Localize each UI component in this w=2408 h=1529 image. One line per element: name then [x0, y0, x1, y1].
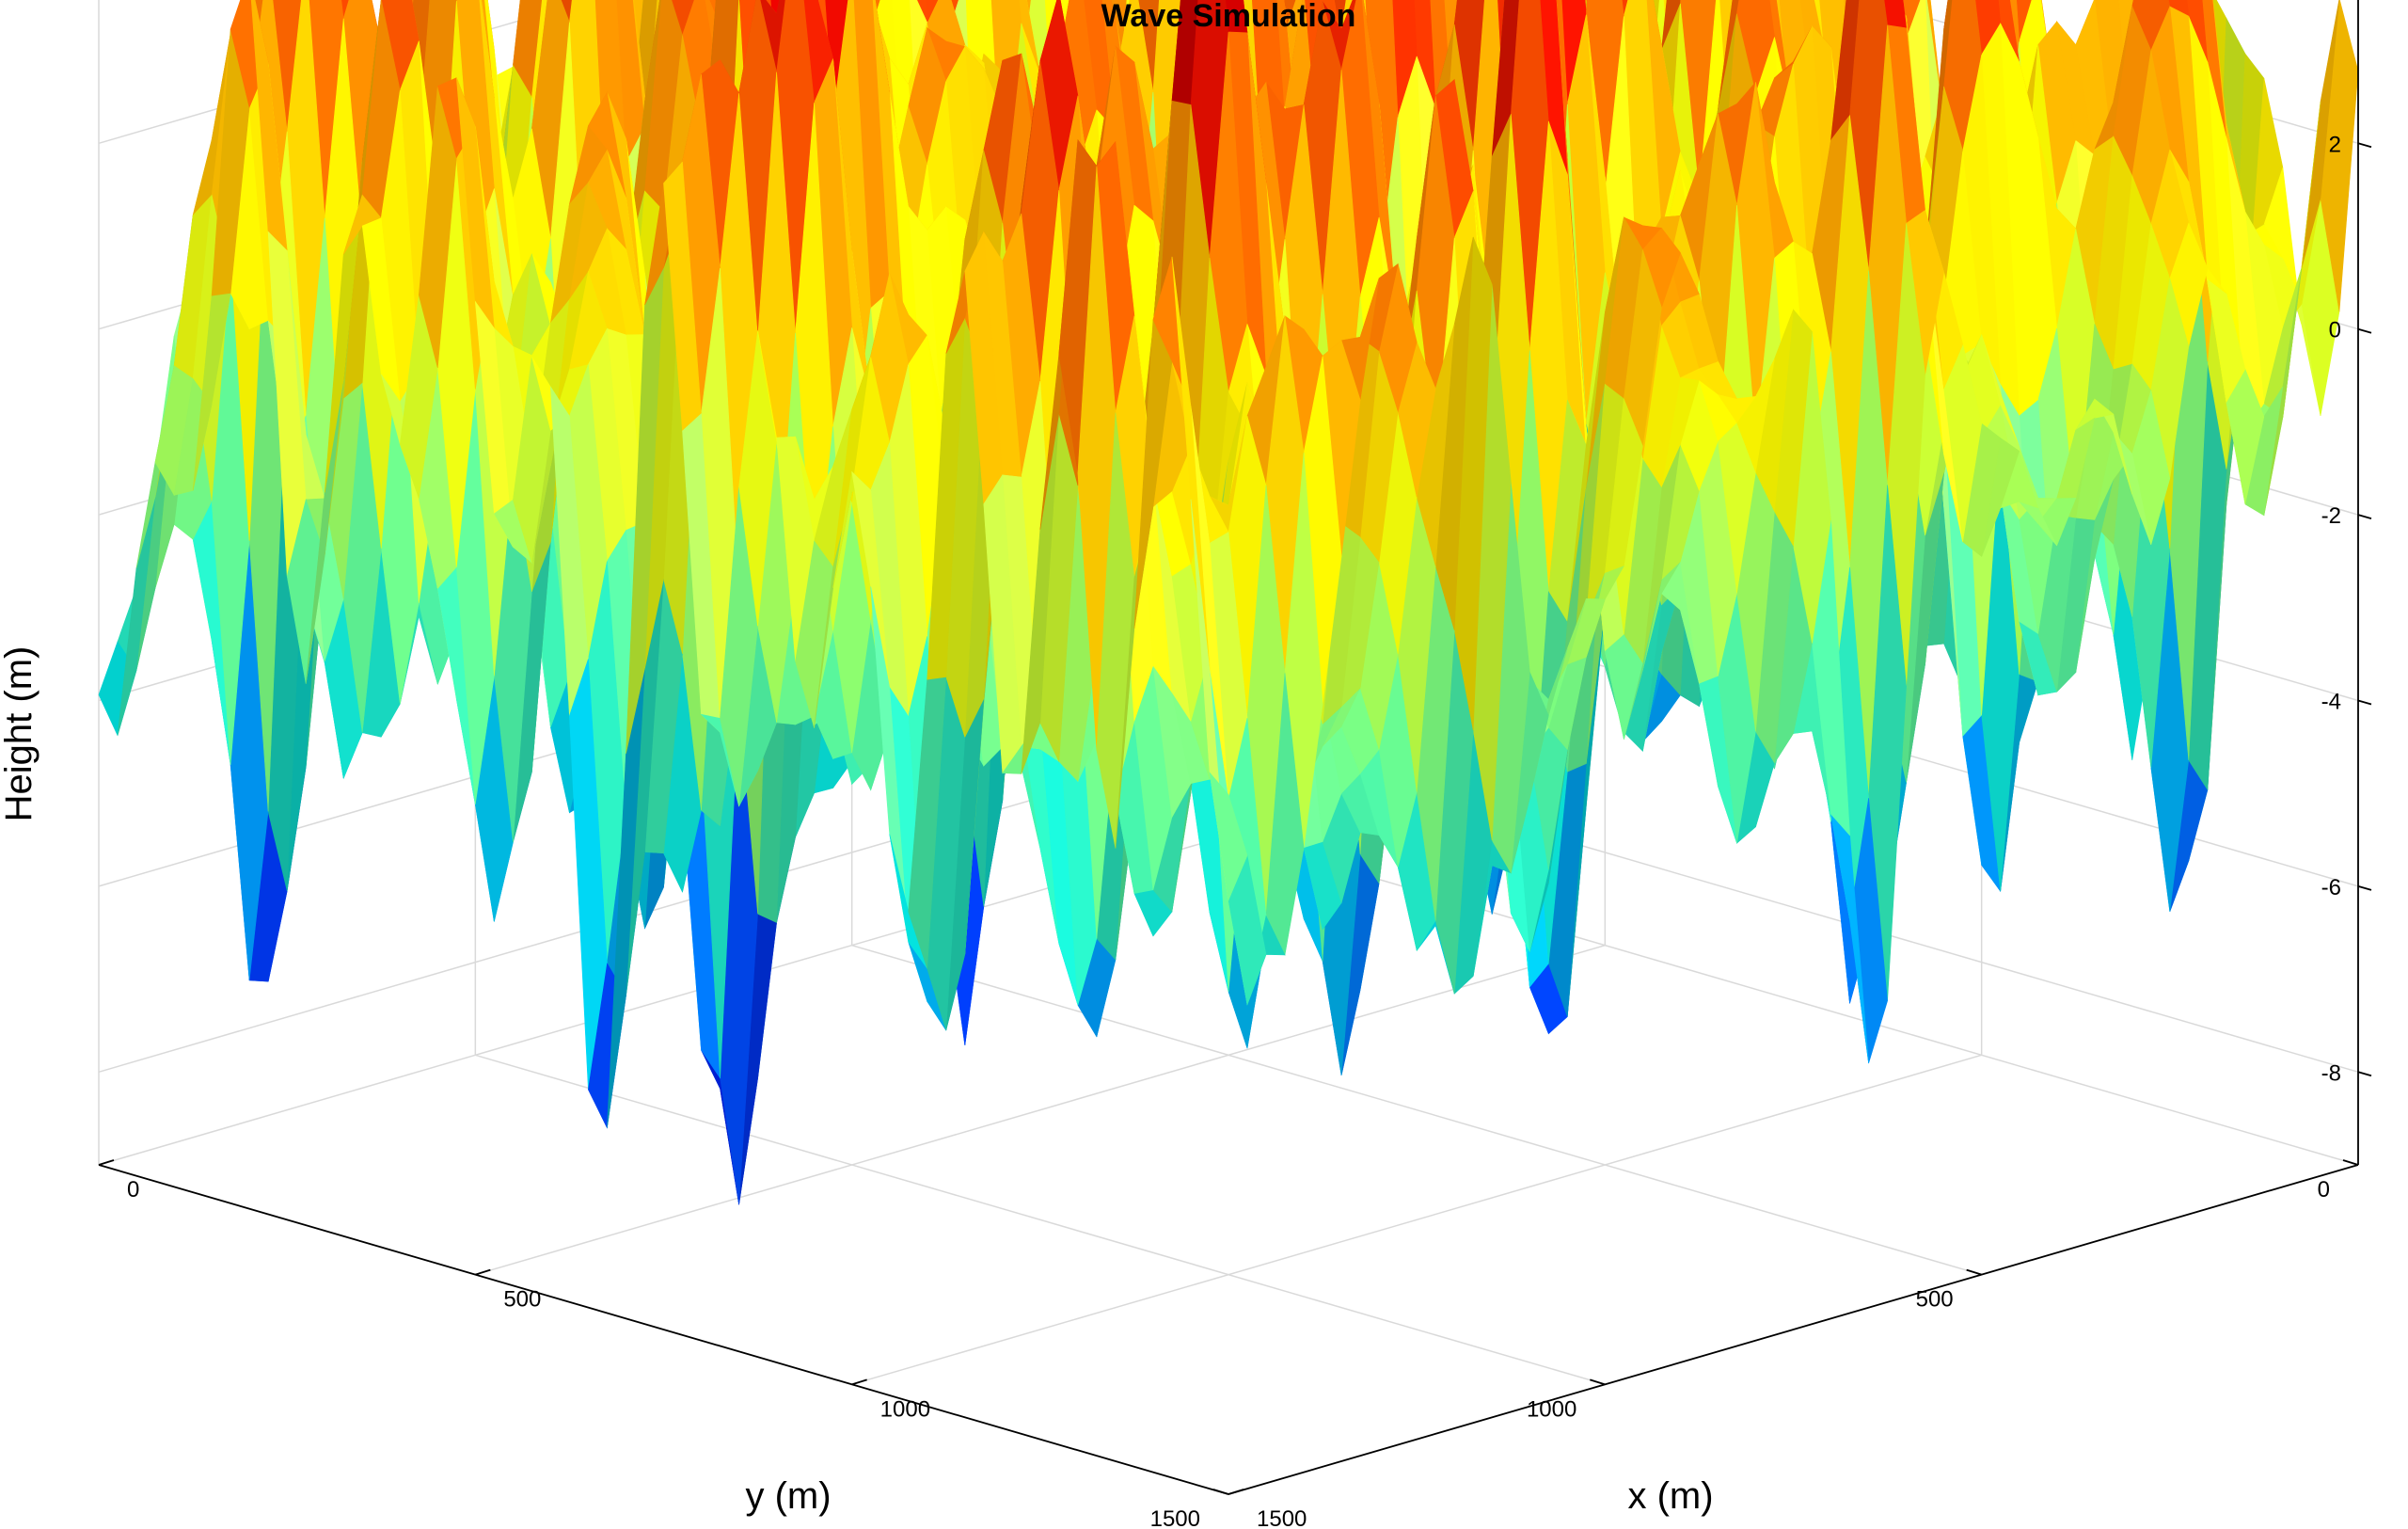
z-tick-label: 2 [2329, 132, 2341, 157]
z-tick-label: -2 [2321, 503, 2341, 529]
surface-patch [1209, 772, 1248, 901]
x-tick-label: 1000 [880, 1396, 930, 1422]
y-axis-line [1228, 1164, 2359, 1495]
y-tick-label: 1000 [1527, 1396, 1576, 1422]
z-tick-label: 0 [2329, 318, 2341, 343]
z-axis-label: Height (m) [0, 646, 40, 822]
x-floor-gridline [475, 1054, 1606, 1386]
surface-layer [98, 0, 2359, 1205]
x-tick-mark [98, 1159, 115, 1166]
chart-title: Wave Simulation [1101, 0, 1356, 34]
x-tick-mark [851, 1378, 867, 1386]
x-tick-label: 0 [127, 1177, 139, 1202]
y-tick-label: 0 [2318, 1177, 2330, 1202]
z-tick-mark [2357, 1071, 2372, 1077]
y-tick-mark [1590, 1378, 1606, 1386]
x-axis-line [98, 1164, 1229, 1495]
surface-patch [2320, 0, 2359, 312]
y-tick-mark [1966, 1268, 1982, 1276]
z-tick-label: -6 [2321, 875, 2341, 900]
y-floor-gridline [475, 944, 1606, 1276]
x-tick-label: 1500 [1257, 1506, 1307, 1529]
y-floor-gridline [98, 835, 1229, 1166]
z-tick-label: -4 [2321, 690, 2341, 715]
x-axis-label: x (m) [1627, 1475, 1713, 1517]
y-tick-mark [1212, 1489, 1229, 1495]
y-tick-label: 1500 [1150, 1506, 1200, 1529]
x-tick-mark [475, 1268, 491, 1276]
surface-patch [117, 497, 156, 736]
x-floor-gridline [1228, 835, 2359, 1166]
axes-layer: -8-6-4-202468050010001500050010001500 [98, 0, 2372, 1529]
x-floor-gridline [851, 944, 1982, 1276]
z-tick-mark [2357, 699, 2372, 706]
z-tick-mark [2357, 514, 2372, 519]
y-tick-label: 500 [1916, 1287, 1954, 1313]
z-tick-mark [2357, 142, 2372, 149]
y-tick-mark [2342, 1159, 2359, 1166]
z-tick-mark [2357, 885, 2372, 891]
x-tick-label: 500 [503, 1287, 541, 1313]
y-floor-gridline [851, 1054, 1982, 1386]
z-tick-mark [2357, 327, 2372, 334]
x-tick-mark [1228, 1489, 1244, 1495]
y-axis-label: y (m) [745, 1475, 831, 1517]
z-tick-label: -8 [2321, 1060, 2341, 1086]
